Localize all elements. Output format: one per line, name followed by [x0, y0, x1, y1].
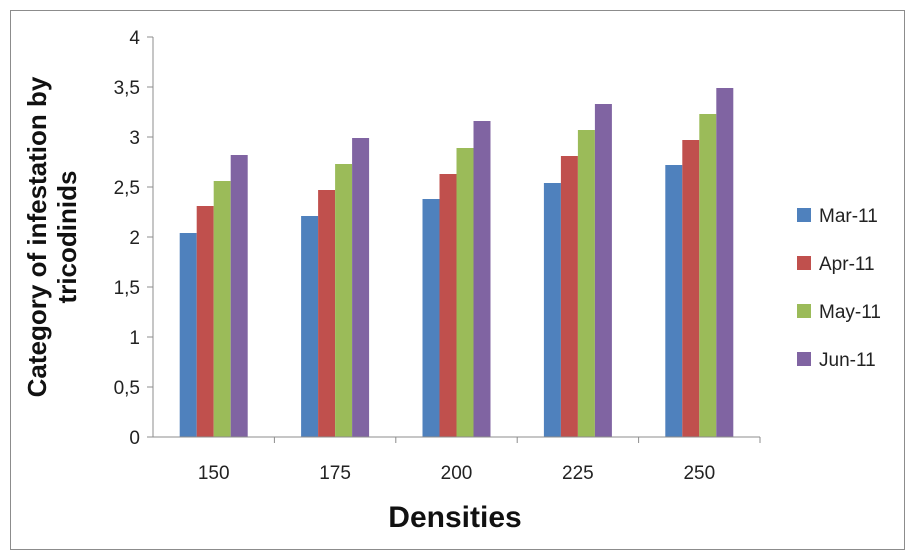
bar-may-11-250 [699, 114, 717, 437]
bar-jun-11-250 [716, 88, 734, 437]
y-tick-label: 0 [129, 428, 140, 449]
y-tick-label: 2 [129, 228, 140, 249]
bar-mar-11-150 [179, 233, 197, 437]
bar-apr-11-250 [682, 140, 700, 437]
x-axis-ticks: 150 175 200 225 250 [198, 437, 761, 484]
bar-mar-11-175 [301, 216, 319, 437]
y-tick-label: 1 [129, 328, 140, 349]
legend-swatch-apr-11 [797, 256, 811, 270]
y-tick-label: 0,5 [114, 378, 140, 399]
bar-apr-11-225 [560, 156, 578, 437]
legend: Mar-11 Apr-11 May-11 Jun-11 [797, 206, 881, 371]
x-axis-title: Densities [388, 501, 521, 534]
y-axis-ticks: 0 0,5 1 1,5 2 2,5 3 3,5 4 [114, 28, 153, 449]
bar-may-11-175 [335, 164, 353, 437]
bar-jun-11-150 [230, 155, 248, 437]
legend-swatch-jun-11 [797, 352, 811, 366]
bar-may-11-150 [213, 181, 231, 437]
bar-apr-11-175 [318, 190, 336, 437]
x-tick-label: 200 [441, 463, 473, 484]
bar-mar-11-225 [543, 183, 561, 437]
bar-mar-11-250 [665, 165, 683, 437]
legend-label-mar-11: Mar-11 [819, 206, 878, 227]
y-tick-label: 2,5 [114, 178, 140, 199]
x-tick-label: 250 [683, 463, 715, 484]
bar-may-11-225 [577, 130, 595, 437]
bar-jun-11-175 [352, 138, 370, 437]
x-tick-label: 225 [562, 463, 594, 484]
legend-label-apr-11: Apr-11 [819, 254, 875, 275]
legend-label-may-11: May-11 [819, 302, 881, 323]
bar-jun-11-200 [473, 121, 491, 437]
legend-label-jun-11: Jun-11 [819, 350, 876, 371]
bars [179, 88, 734, 437]
y-axis-title: Category of infestation bytricodinids [22, 76, 82, 397]
y-tick-label: 1,5 [114, 278, 140, 299]
x-tick-label: 175 [319, 463, 351, 484]
bar-mar-11-200 [422, 199, 440, 437]
legend-swatch-mar-11 [797, 208, 811, 222]
x-tick-label: 150 [198, 463, 230, 484]
bar-apr-11-150 [196, 206, 214, 437]
legend-swatch-may-11 [797, 304, 811, 318]
bar-jun-11-225 [594, 104, 612, 437]
y-tick-label: 4 [129, 28, 140, 49]
bar-chart: 0 0,5 1 1,5 2 2,5 3 3,5 4 150 175 200 225 250 Catego… [22, 28, 881, 534]
bar-may-11-200 [456, 148, 474, 437]
y-tick-label: 3 [129, 128, 140, 149]
bar-apr-11-200 [439, 174, 457, 437]
y-tick-label: 3,5 [114, 78, 140, 99]
